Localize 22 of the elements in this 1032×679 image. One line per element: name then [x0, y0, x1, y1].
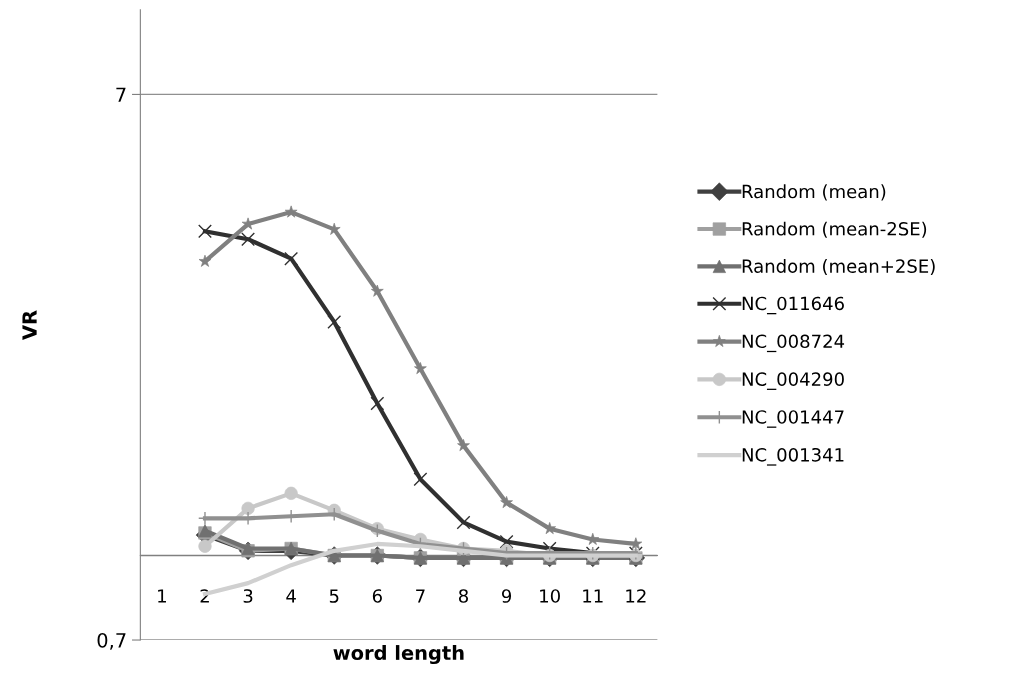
- x-tick-label: 9: [501, 589, 512, 603]
- legend-label: NC_004290: [742, 372, 844, 390]
- y-axis-title: VR: [22, 310, 37, 340]
- x-tick-label: 1: [158, 589, 166, 603]
- x-tick-label: 12: [626, 589, 646, 603]
- legend-label: NC_001447: [742, 410, 844, 428]
- x-tick-label: 4: [286, 589, 296, 603]
- y-tick-label: 0,7: [97, 632, 126, 650]
- legend-label: Random (mean+2SE): [742, 258, 935, 276]
- x-tick-label: 8: [458, 589, 469, 603]
- legend-label: Random (mean-2SE): [742, 221, 927, 238]
- x-tick-label: 11: [583, 589, 603, 603]
- x-tick-label: 6: [372, 589, 382, 603]
- legend-label: NC_008724: [742, 334, 845, 353]
- x-tick-label: 3: [243, 589, 253, 603]
- legend-label: NC_001341: [742, 447, 844, 466]
- legend-label: NC_011646: [742, 296, 844, 315]
- x-tick-label: 7: [416, 589, 425, 603]
- x-axis-title: word length: [333, 645, 464, 665]
- x-tick-label: 10: [540, 589, 560, 603]
- legend-label: Random (mean): [742, 184, 886, 201]
- x-tick-label: 5: [329, 589, 339, 603]
